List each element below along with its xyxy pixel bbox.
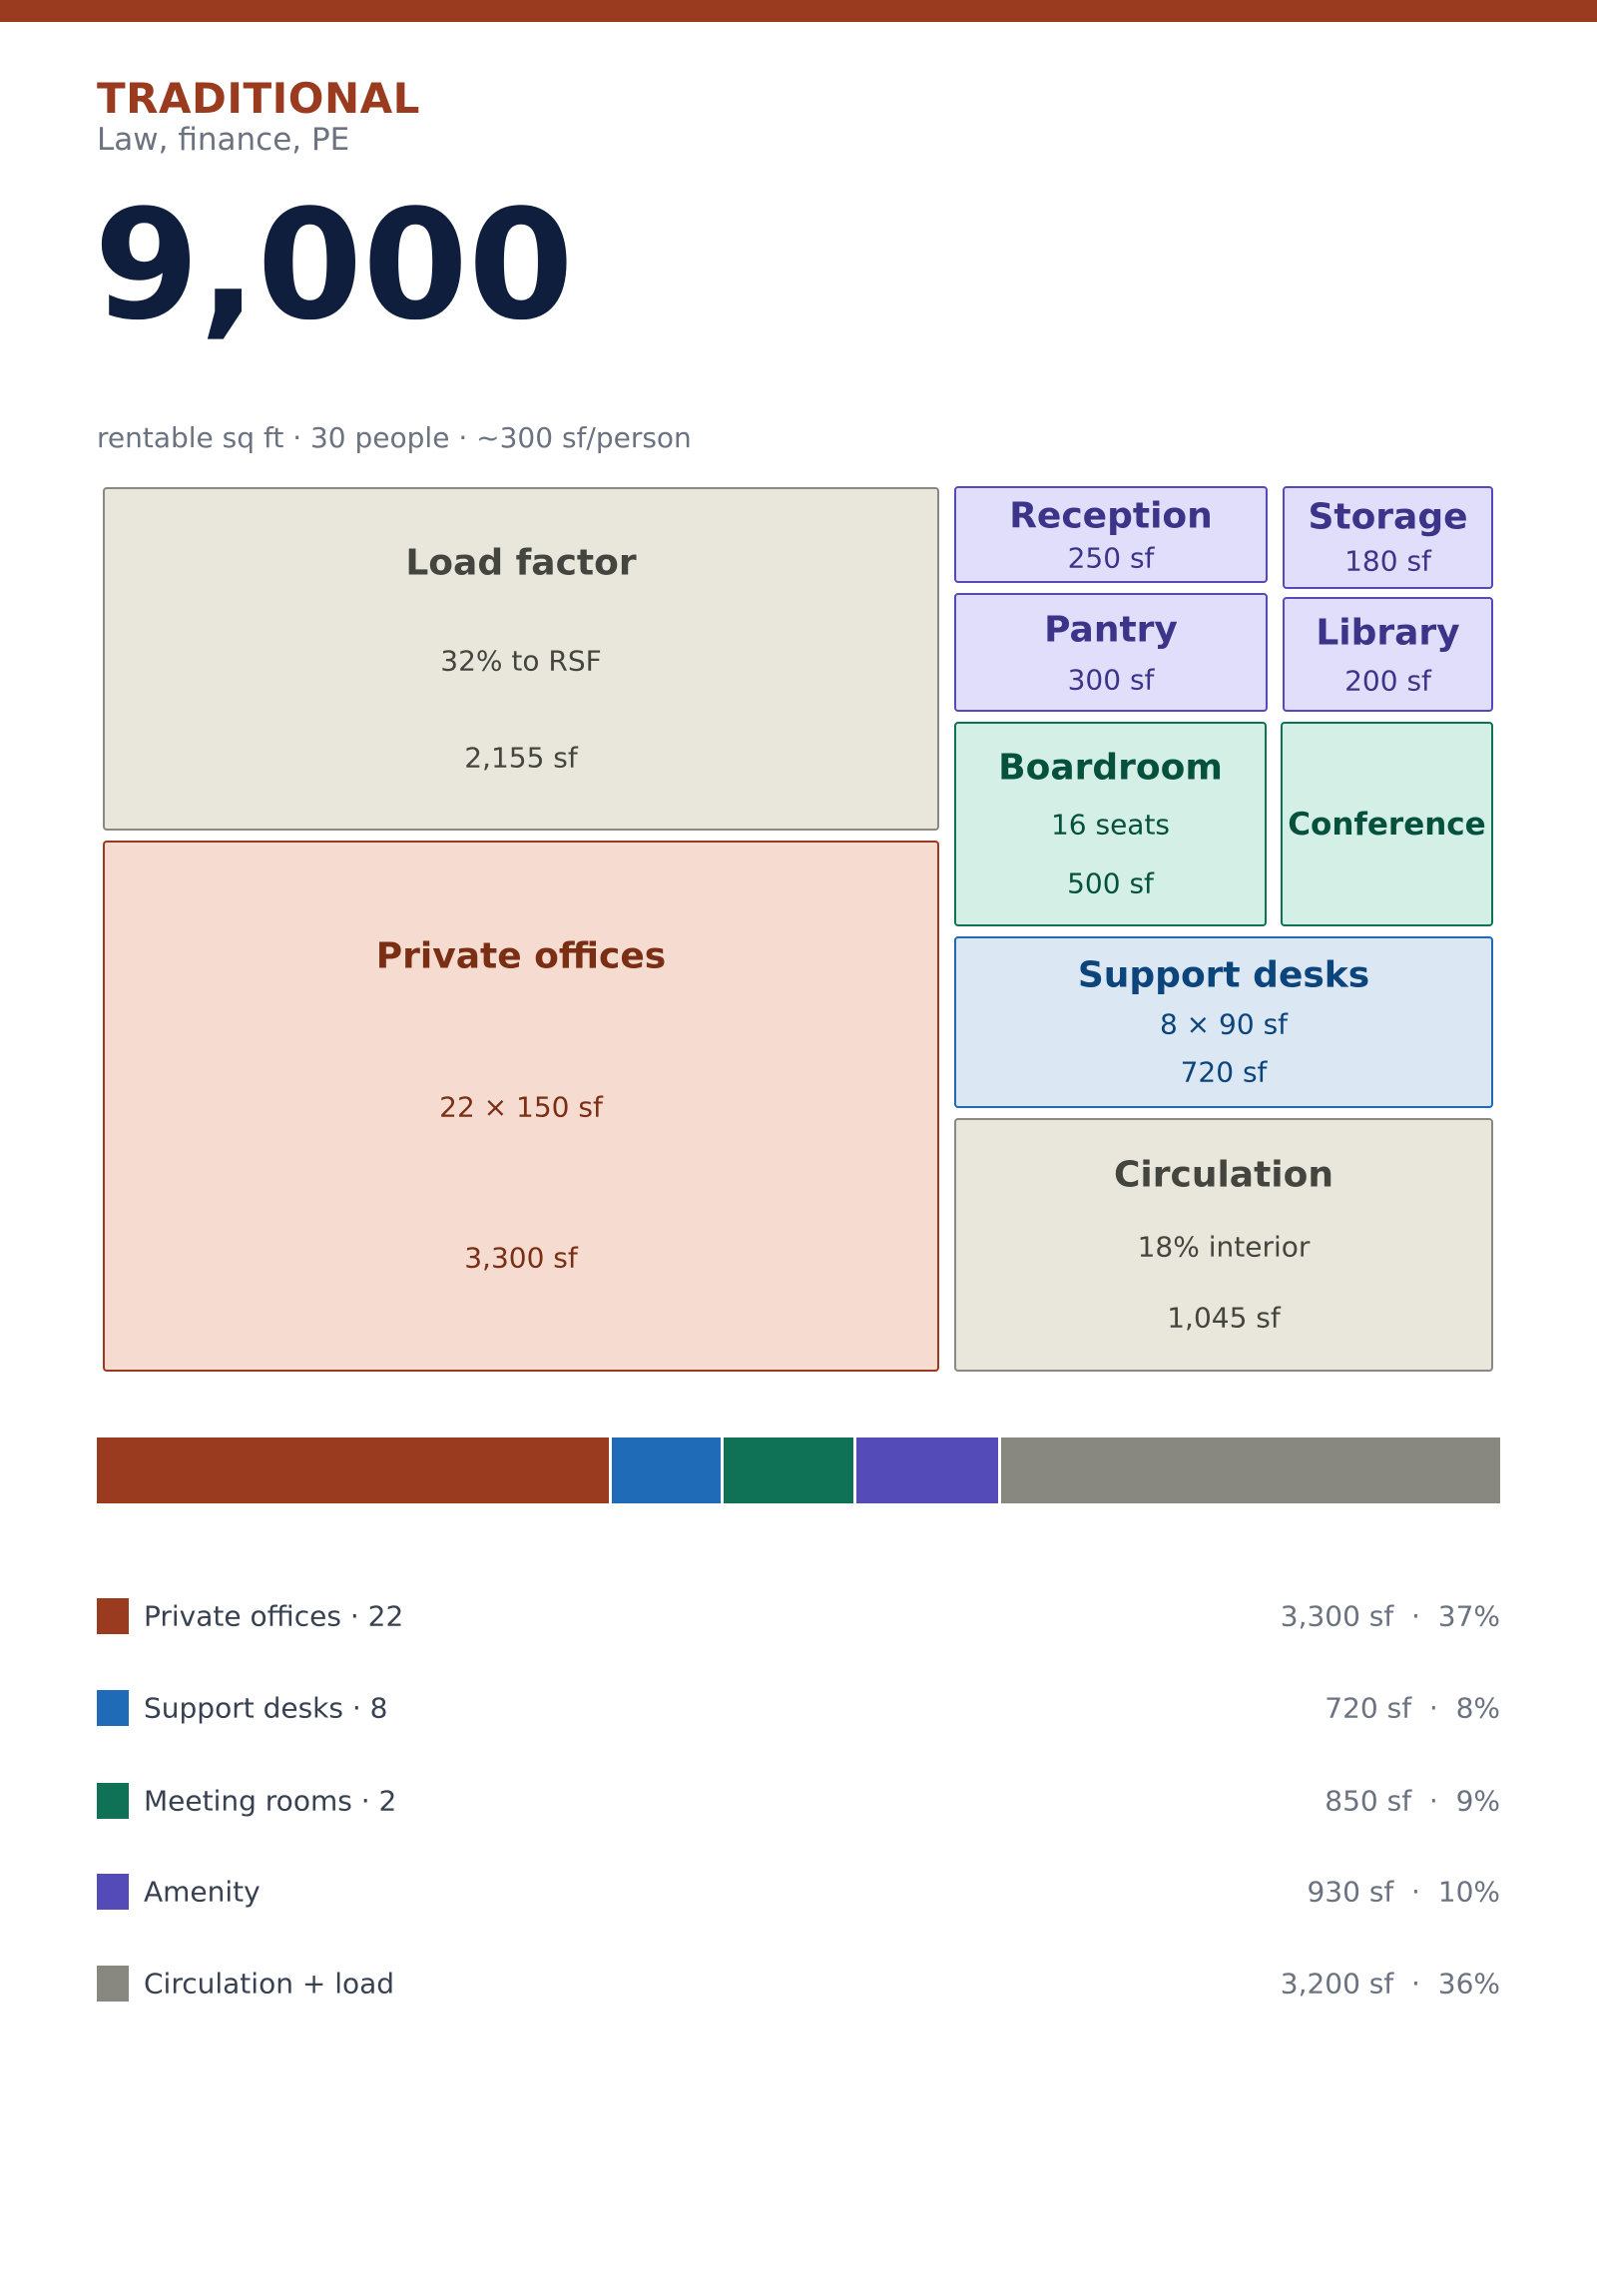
room-detail: 18% interior bbox=[1137, 1230, 1311, 1264]
room-area: 720 sf bbox=[1180, 1055, 1268, 1089]
room-area: 300 sf bbox=[1067, 663, 1155, 697]
room-title: Pantry bbox=[1044, 609, 1178, 651]
room-title: Circulation bbox=[1113, 1154, 1334, 1196]
room-reception: Reception 250 sf bbox=[954, 486, 1268, 583]
bar-segment bbox=[97, 1437, 609, 1503]
room-title: Boardroom bbox=[998, 747, 1223, 789]
room-area: 3,300 sf bbox=[464, 1241, 578, 1275]
bar-segment bbox=[724, 1437, 853, 1503]
legend-label: Private offices · 22 bbox=[144, 1599, 404, 1633]
room-area: 2,155 sf bbox=[464, 741, 578, 775]
legend-label: Amenity bbox=[144, 1875, 261, 1909]
legend-swatch bbox=[97, 1598, 129, 1634]
room-area: 250 sf bbox=[1067, 541, 1155, 575]
room-area: 1,045 sf bbox=[1167, 1301, 1281, 1335]
total-sqft: 9,000 bbox=[94, 177, 574, 353]
room-title: Storage bbox=[1308, 496, 1468, 538]
room-storage: Storage 180 sf bbox=[1283, 486, 1493, 589]
room-title: Private offices bbox=[375, 935, 667, 977]
legend-value: 3,300 sf · 37% bbox=[1280, 1599, 1500, 1633]
room-circulation: Circulation 18% interior 1,045 sf bbox=[954, 1118, 1493, 1372]
bar-segment bbox=[855, 1437, 999, 1503]
room-boardroom: Boardroom 16 seats 500 sf bbox=[954, 722, 1267, 926]
room-library: Library 200 sf bbox=[1283, 597, 1493, 712]
room-title: Reception bbox=[1009, 495, 1213, 537]
category-label: TRADITIONAL bbox=[97, 74, 420, 123]
bar-segment bbox=[1001, 1437, 1500, 1503]
room-title: Conference bbox=[1288, 807, 1486, 843]
room-area: 500 sf bbox=[1067, 866, 1154, 900]
legend-value: 3,200 sf · 36% bbox=[1280, 1967, 1500, 2001]
room-pantry: Pantry 300 sf bbox=[954, 593, 1268, 712]
room-area: 180 sf bbox=[1344, 544, 1431, 578]
legend-swatch bbox=[97, 1690, 129, 1726]
room-detail: 16 seats bbox=[1050, 808, 1171, 842]
legend-label: Support desks · 8 bbox=[144, 1691, 388, 1725]
room-load-factor: Load factor 32% to RSF 2,155 sf bbox=[103, 487, 939, 831]
room-detail: 32% to RSF bbox=[440, 644, 602, 678]
legend-label: Circulation + load bbox=[144, 1967, 395, 2001]
room-area: 200 sf bbox=[1344, 664, 1431, 698]
room-detail: 8 × 90 sf bbox=[1159, 1007, 1289, 1041]
legend-swatch bbox=[97, 1874, 129, 1910]
legend-swatch bbox=[97, 1966, 129, 2002]
room-support-desks: Support desks 8 × 90 sf 720 sf bbox=[954, 936, 1493, 1108]
summary-meta: rentable sq ft · 30 people · ~300 sf/per… bbox=[97, 421, 692, 454]
bar-segment bbox=[611, 1437, 721, 1503]
room-title: Support desks bbox=[1077, 954, 1370, 996]
top-accent-bar bbox=[0, 0, 1597, 22]
room-title: Load factor bbox=[405, 542, 637, 584]
room-title: Library bbox=[1316, 612, 1460, 654]
legend-label: Meeting rooms · 2 bbox=[144, 1784, 397, 1818]
room-detail: 22 × 150 sf bbox=[439, 1090, 603, 1124]
room-conference: Conference bbox=[1281, 722, 1493, 926]
legend-value: 850 sf · 9% bbox=[1325, 1784, 1500, 1818]
category-subtitle: Law, finance, PE bbox=[97, 122, 350, 158]
legend-swatch bbox=[97, 1783, 129, 1819]
room-private-offices: Private offices 22 × 150 sf 3,300 sf bbox=[103, 841, 939, 1372]
legend-value: 720 sf · 8% bbox=[1325, 1691, 1500, 1725]
legend-value: 930 sf · 10% bbox=[1307, 1875, 1500, 1909]
